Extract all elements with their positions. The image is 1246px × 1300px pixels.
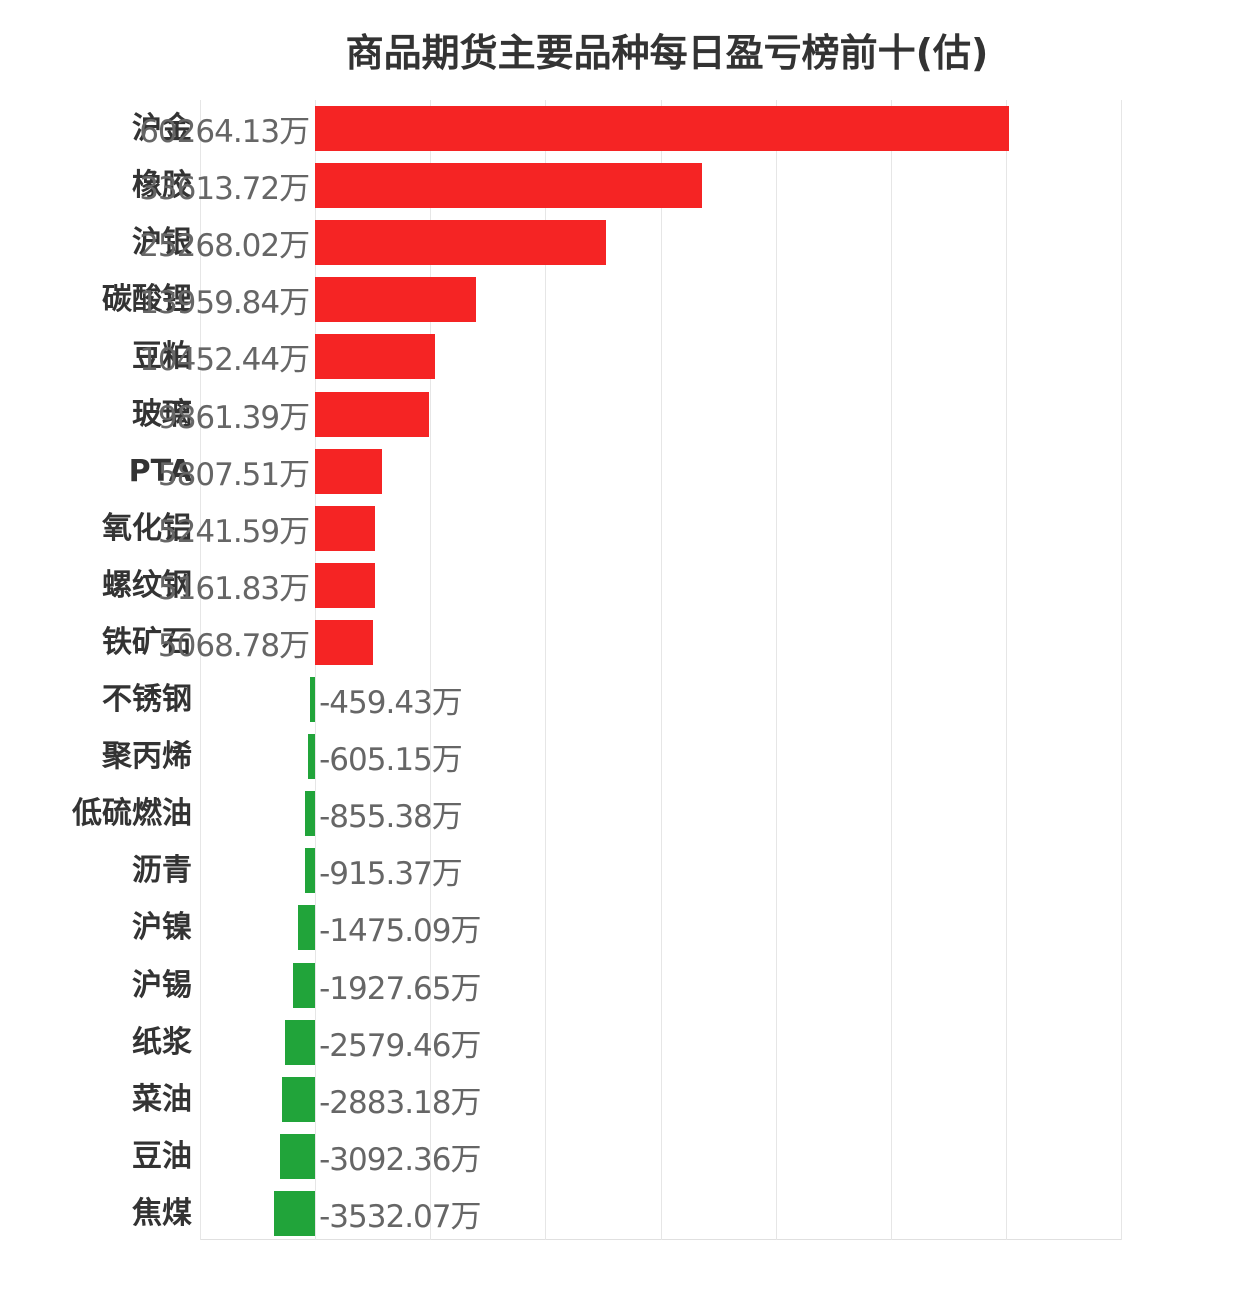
bar-row: 氧化铝 5241.59万 bbox=[0, 505, 1246, 563]
value-label: 33613.72万 bbox=[139, 171, 310, 208]
profit-bar[interactable] bbox=[315, 619, 374, 665]
category-label: PTA bbox=[128, 453, 192, 489]
category-label: 焦煤 bbox=[132, 1195, 192, 1231]
bar-row: 不锈钢 -459.43万 bbox=[0, 677, 1246, 734]
value-label: 5068.78万 bbox=[157, 627, 310, 664]
gridline bbox=[890, 100, 892, 1240]
gridline bbox=[1005, 100, 1007, 1240]
category-label: 玻璃 bbox=[132, 396, 192, 432]
profit-bar[interactable] bbox=[315, 505, 376, 551]
loss-bar[interactable] bbox=[274, 1190, 316, 1236]
bar-row: 玻璃 9861.39万 bbox=[0, 391, 1246, 449]
loss-bar[interactable] bbox=[308, 734, 316, 780]
profit-bar[interactable] bbox=[315, 448, 382, 494]
loss-bar[interactable] bbox=[281, 1076, 316, 1122]
profit-bar[interactable] bbox=[315, 106, 1009, 151]
gridline bbox=[430, 100, 432, 1240]
category-label: 橡胶 bbox=[132, 168, 192, 204]
value-label: 5241.59万 bbox=[157, 513, 310, 550]
value-label: -855.38万 bbox=[319, 799, 463, 836]
value-label: -2579.46万 bbox=[319, 1027, 481, 1064]
gridline bbox=[545, 100, 547, 1240]
value-label: -605.15万 bbox=[319, 742, 463, 779]
category-label: 豆油 bbox=[132, 1138, 192, 1174]
plot-area bbox=[200, 100, 1122, 1240]
category-label: 不锈钢 bbox=[102, 682, 192, 717]
bar-row: 沥青 -915.37万 bbox=[0, 848, 1246, 905]
category-label: 纸浆 bbox=[132, 1024, 192, 1060]
value-label: -915.37万 bbox=[319, 856, 463, 893]
loss-bar[interactable] bbox=[304, 848, 316, 894]
value-label: -459.43万 bbox=[319, 685, 463, 721]
category-label: 菜油 bbox=[132, 1081, 192, 1117]
value-label: 13959.84万 bbox=[139, 285, 310, 322]
loss-bar[interactable] bbox=[309, 677, 316, 722]
bar-row: 焦煤 -3532.07万 bbox=[0, 1190, 1246, 1248]
value-label: 10452.44万 bbox=[139, 342, 310, 379]
bar-row: 纸浆 -2579.46万 bbox=[0, 1019, 1246, 1077]
value-label: -1475.09万 bbox=[319, 913, 481, 950]
category-label: 低硫燃油 bbox=[72, 796, 192, 832]
loss-bar[interactable] bbox=[292, 962, 316, 1008]
chart-title: 商品期货主要品种每日盈亏榜前十(估) bbox=[345, 31, 989, 75]
category-label: 聚丙烯 bbox=[102, 739, 192, 775]
bar-row: 沪锡 -1927.65万 bbox=[0, 962, 1246, 1020]
value-label: 25268.02万 bbox=[139, 228, 310, 265]
bar-row: 沪金 60264.13万 bbox=[0, 106, 1246, 163]
bar-row: 低硫燃油 -855.38万 bbox=[0, 791, 1246, 848]
loss-bar[interactable] bbox=[285, 1019, 316, 1065]
bar-row: 菜油 -2883.18万 bbox=[0, 1076, 1246, 1134]
value-label: -2883.18万 bbox=[319, 1084, 481, 1121]
bar-row: 沪银 25268.02万 bbox=[0, 220, 1246, 277]
gridline bbox=[775, 100, 777, 1240]
bar-row: PTA 5807.51万 bbox=[0, 448, 1246, 506]
gridline bbox=[1121, 100, 1122, 1240]
category-label: 沪镍 bbox=[132, 910, 192, 946]
value-label: 9861.39万 bbox=[157, 399, 310, 436]
value-label: -1927.65万 bbox=[319, 970, 481, 1007]
loss-bar[interactable] bbox=[305, 791, 316, 837]
loss-bar[interactable] bbox=[298, 905, 316, 951]
value-label: 60264.13万 bbox=[139, 114, 310, 150]
category-label: 沪金 bbox=[132, 111, 192, 146]
loss-bar[interactable] bbox=[279, 1133, 316, 1179]
bar-row: 豆粕 10452.44万 bbox=[0, 334, 1246, 391]
bar-row: 橡胶 33613.72万 bbox=[0, 163, 1246, 220]
gridline bbox=[660, 100, 662, 1240]
category-label: 沪锡 bbox=[132, 967, 192, 1003]
bar-row: 碳酸锂 13959.84万 bbox=[0, 277, 1246, 334]
category-label: 氧化铝 bbox=[102, 510, 192, 546]
profit-bar[interactable] bbox=[315, 391, 429, 437]
value-label: 5161.83万 bbox=[157, 570, 310, 607]
category-label: 豆粕 bbox=[132, 339, 192, 375]
category-label: 沥青 bbox=[132, 853, 192, 889]
profit-bar[interactable] bbox=[315, 562, 375, 608]
gridline bbox=[315, 100, 317, 1240]
gridline bbox=[200, 100, 201, 1240]
profit-bar[interactable] bbox=[315, 163, 703, 209]
bar-row: 聚丙烯 -605.15万 bbox=[0, 734, 1246, 791]
bar-row: 沪镍 -1475.09万 bbox=[0, 905, 1246, 962]
profit-bar[interactable] bbox=[315, 220, 607, 266]
category-label: 螺纹钢 bbox=[102, 567, 192, 603]
bar-row: 铁矿石 5068.78万 bbox=[0, 619, 1246, 677]
value-label: -3532.07万 bbox=[319, 1198, 481, 1235]
category-label: 碳酸锂 bbox=[102, 282, 192, 318]
profit-bar[interactable] bbox=[315, 277, 476, 323]
value-label: -3092.36万 bbox=[319, 1141, 481, 1178]
bar-row: 螺纹钢 5161.83万 bbox=[0, 562, 1246, 620]
value-label: 5807.51万 bbox=[157, 456, 310, 493]
profit-bar[interactable] bbox=[315, 334, 436, 380]
category-label: 铁矿石 bbox=[102, 624, 192, 660]
category-label: 沪银 bbox=[132, 225, 192, 261]
bar-row: 豆油 -3092.36万 bbox=[0, 1133, 1246, 1191]
